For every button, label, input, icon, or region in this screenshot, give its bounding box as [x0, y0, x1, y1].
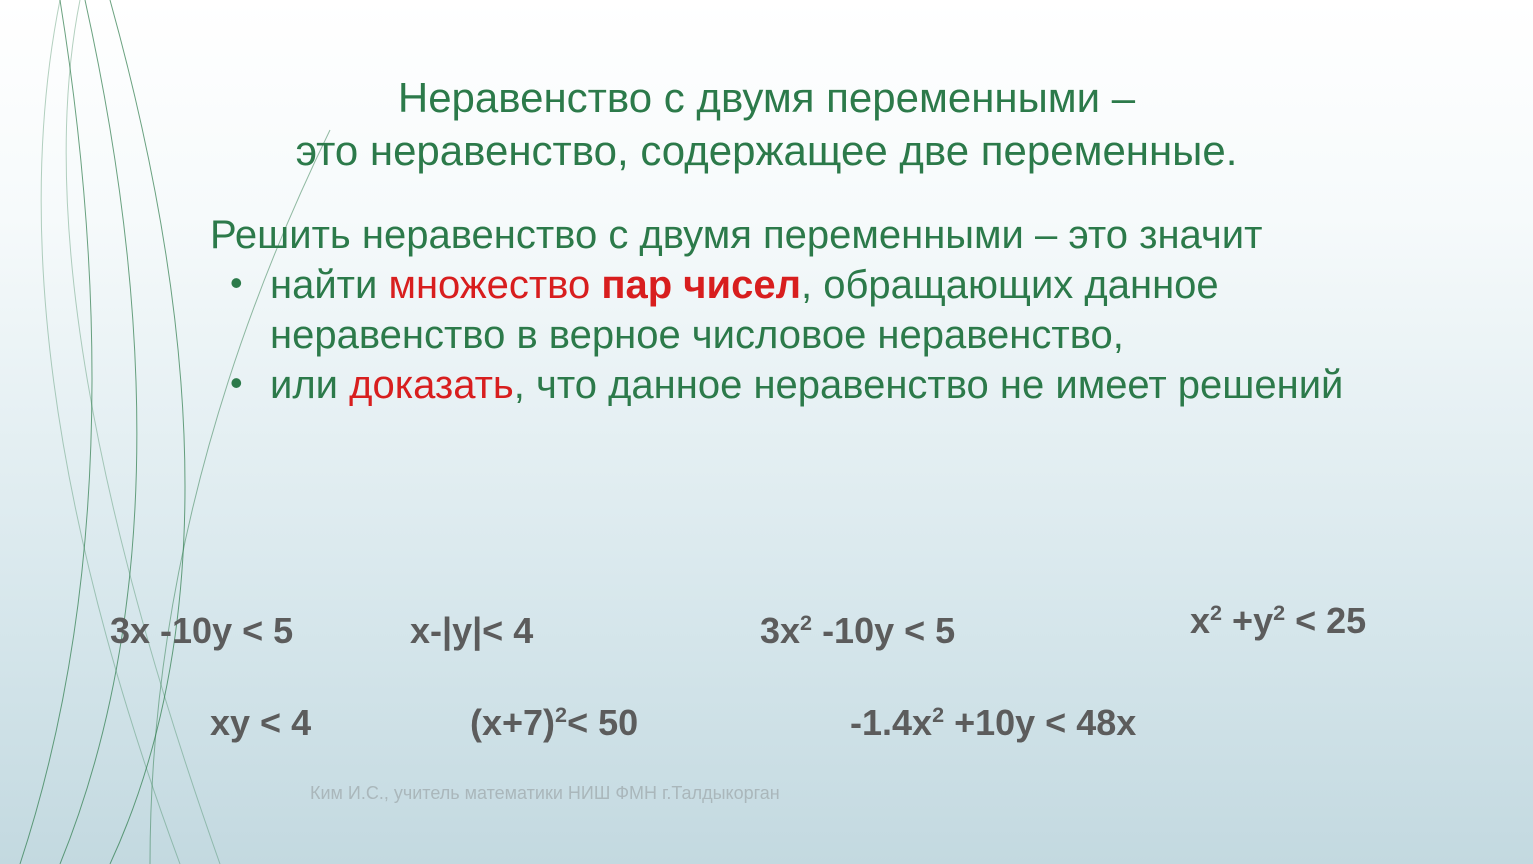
slide: Неравенство с двумя переменными – это не… — [0, 0, 1533, 864]
formula-r1c4-a: x — [1190, 600, 1210, 641]
bullet2-post: , что данное неравенство не имеет решени… — [514, 363, 1344, 407]
slide-title: Неравенство с двумя переменными – это не… — [0, 72, 1533, 177]
formula-r1c2: x-|y|< 4 — [410, 610, 610, 652]
formula-r1c4-b: +y — [1222, 600, 1273, 641]
formula-row-1: 3x -10y < 5 x-|y|< 4 3x2 -10y < 5 x2 +y2… — [110, 610, 1460, 652]
bullet2-pre: или — [270, 363, 349, 407]
formula-r2c3-a: -1.4x — [850, 702, 932, 743]
formula-row-2: xy < 4 (x+7)2< 50 -1.4x2 +10y < 48x — [110, 702, 1460, 744]
formula-r1c4-sup1: 2 — [1210, 600, 1222, 625]
lead-text: Решить неравенство с двумя переменными –… — [210, 210, 1440, 260]
bullet2-red: доказать — [349, 363, 514, 407]
slide-body: Решить неравенство с двумя переменными –… — [210, 210, 1440, 410]
title-line-1: Неравенство с двумя переменными – — [398, 74, 1135, 121]
formula-r1c1: 3x -10y < 5 — [110, 610, 370, 652]
formula-r2c2-sup: 2 — [555, 702, 567, 727]
footer-credit: Ким И.С., учитель математики НИШ ФМН г.Т… — [310, 783, 780, 804]
bullet1-red: множество — [388, 263, 601, 307]
formula-r1c3: 3x2 -10y < 5 — [760, 610, 1020, 652]
bullet1-pre: найти — [270, 263, 388, 307]
bullet-2: или доказать, что данное неравенство не … — [270, 360, 1440, 410]
formula-r2c2-a: (x+7) — [470, 702, 555, 743]
formula-r1c3-sup: 2 — [800, 610, 812, 635]
formula-r2c1: xy < 4 — [210, 702, 370, 744]
formula-r2c3-b: +10y < 48x — [944, 702, 1136, 743]
formula-r2c3-sup: 2 — [932, 702, 944, 727]
title-line-2: это неравенство, содержащее две переменн… — [296, 127, 1238, 174]
formula-block: 3x -10y < 5 x-|y|< 4 3x2 -10y < 5 x2 +y2… — [110, 610, 1460, 744]
formula-r1c4-c: < 25 — [1285, 600, 1366, 641]
formula-r1c4-sup2: 2 — [1273, 600, 1285, 625]
formula-r2c2-b: < 50 — [567, 702, 638, 743]
bullet1-red-bold: пар чисел — [601, 263, 801, 307]
formula-r2c3: -1.4x2 +10y < 48x — [850, 702, 1136, 744]
formula-r1c4: x2 +y2 < 25 — [1190, 600, 1366, 642]
bullet-1: найти множество пар чисел, обращающих да… — [270, 260, 1440, 360]
formula-r2c2: (x+7)2< 50 — [470, 702, 690, 744]
formula-r1c3-a: 3x — [760, 610, 800, 651]
formula-r1c3-b: -10y < 5 — [812, 610, 955, 651]
